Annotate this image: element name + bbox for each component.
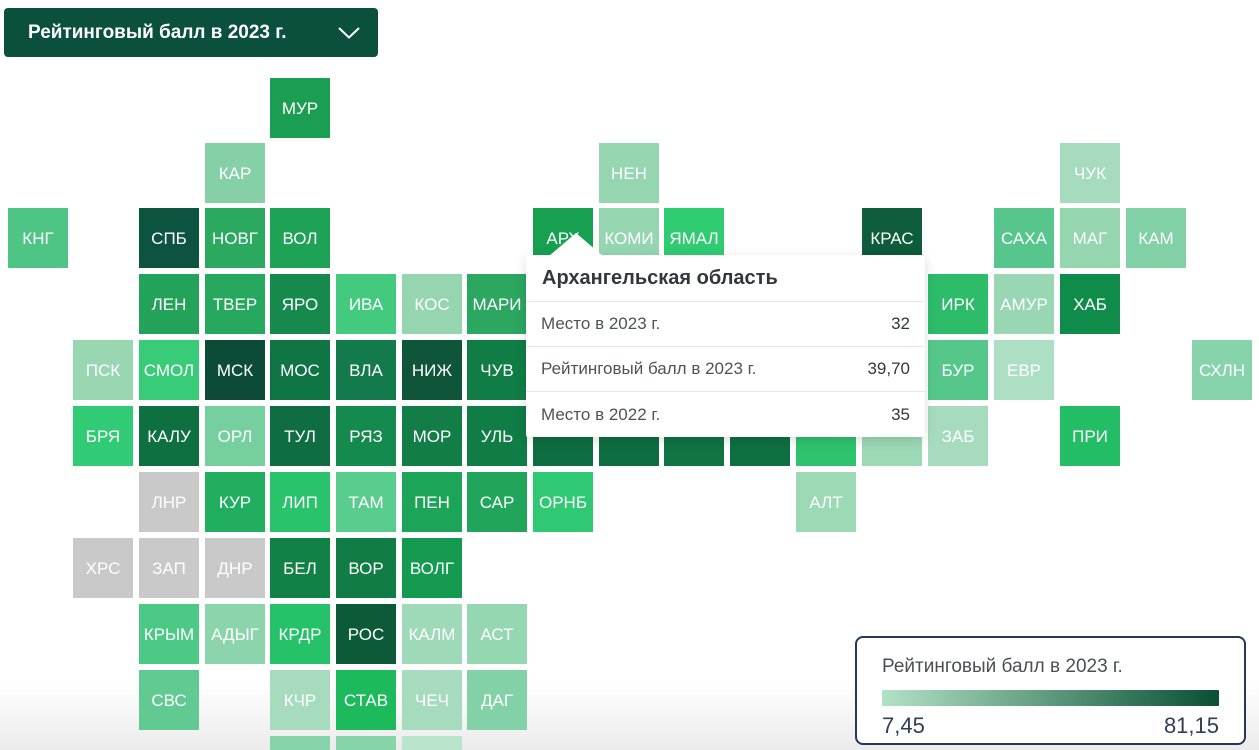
legend-max-value: 81,15 [1163, 713, 1219, 738]
region-tile-схлн[interactable]: СХЛН [1192, 340, 1252, 400]
region-tile-пен[interactable]: ПЕН [402, 472, 462, 532]
region-tile-заб[interactable]: ЗАБ [928, 406, 988, 466]
region-tile-крым[interactable]: КРЫМ [139, 604, 199, 664]
region-tile-вла[interactable]: ВЛА [336, 340, 396, 400]
region-tile-став[interactable]: СТАВ [336, 670, 396, 730]
region-tile-кчр[interactable]: КЧР [270, 670, 330, 730]
region-tile-кам[interactable]: КАМ [1126, 208, 1186, 268]
region-tile-зап[interactable]: ЗАП [139, 538, 199, 598]
region-tile-сар[interactable]: САР [467, 472, 527, 532]
region-tile-хаб[interactable]: ХАБ [1060, 274, 1120, 334]
region-tile-чув[interactable]: ЧУВ [467, 340, 527, 400]
region-tile-кур[interactable]: КУР [205, 472, 265, 532]
region-tile-чук[interactable]: ЧУК [1060, 143, 1120, 203]
region-tile-вол[interactable]: ВОЛ [270, 208, 330, 268]
region-tile-бел[interactable]: БЕЛ [270, 538, 330, 598]
region-tile-даг[interactable]: ДАГ [467, 670, 527, 730]
tooltip-row-value: 32 [891, 314, 910, 333]
region-tile-орнб[interactable]: ОРНБ [533, 472, 593, 532]
metric-dropdown-label: Рейтинговый балл в 2023 г. [28, 21, 287, 43]
tooltip-row-place-2023: Место в 2023 г. 32 [526, 302, 925, 347]
region-tile-чеч[interactable]: ЧЕЧ [402, 670, 462, 730]
region-tile-волг[interactable]: ВОЛГ [402, 538, 462, 598]
region-tile-рос[interactable]: РОС [336, 604, 396, 664]
legend-card: Рейтинговый балл в 2023 г. 7,45 81,15 [855, 636, 1246, 745]
region-tooltip: Архангельская область Место в 2023 г. 32… [526, 233, 925, 437]
region-tile-калм[interactable]: КАЛМ [402, 604, 462, 664]
region-tile-хрс[interactable]: ХРС [73, 538, 133, 598]
tooltip-row-label: Рейтинговый балл в 2023 г. [541, 359, 757, 378]
tooltip-region-name: Архангельская область [526, 255, 925, 302]
region-tile-аст[interactable]: АСТ [467, 604, 527, 664]
region-tile-кар[interactable]: КАР [205, 143, 265, 203]
region-tile-ива[interactable]: ИВА [336, 274, 396, 334]
region-tile-ниж[interactable]: НИЖ [402, 340, 462, 400]
region-tile-калу[interactable]: КАЛУ [139, 406, 199, 466]
region-tile-крдр[interactable]: КРДР [270, 604, 330, 664]
region-tile-бур[interactable]: БУР [928, 340, 988, 400]
region-tile-алт[interactable]: АЛТ [796, 472, 856, 532]
region-tile-там[interactable]: ТАМ [336, 472, 396, 532]
tooltip-row-label: Место в 2023 г. [541, 314, 661, 333]
region-tile-мск[interactable]: МСК [205, 340, 265, 400]
region-tile-лен[interactable]: ЛЕН [139, 274, 199, 334]
region-tile-орл[interactable]: ОРЛ [205, 406, 265, 466]
tooltip-row-score-2023: Рейтинговый балл в 2023 г. 39,70 [526, 347, 925, 392]
region-tile-пск[interactable]: ПСК [73, 340, 133, 400]
region-tile-при[interactable]: ПРИ [1060, 406, 1120, 466]
legend-gradient-bar [882, 690, 1219, 706]
region-tile-лип[interactable]: ЛИП [270, 472, 330, 532]
region-tile-саха[interactable]: САХА [994, 208, 1054, 268]
tooltip-row-place-2022: Место в 2022 г. 35 [526, 392, 925, 437]
region-tile-свс[interactable]: СВС [139, 670, 199, 730]
legend-scale: 7,45 81,15 [882, 713, 1219, 739]
legend-min-value: 7,45 [882, 713, 925, 738]
region-tile-днр[interactable]: ДНР [205, 538, 265, 598]
region-tile-ряз[interactable]: РЯЗ [336, 406, 396, 466]
region-tile-мор[interactable]: МОР [402, 406, 462, 466]
region-tile[interactable] [402, 736, 462, 750]
region-tile-бря[interactable]: БРЯ [73, 406, 133, 466]
region-tile-мари[interactable]: МАРИ [467, 274, 527, 334]
chevron-down-icon [338, 26, 360, 39]
region-tile-яро[interactable]: ЯРО [270, 274, 330, 334]
legend-title: Рейтинговый балл в 2023 г. [882, 656, 1123, 677]
tooltip-row-label: Место в 2022 г. [541, 404, 661, 424]
region-tile-нен[interactable]: НЕН [599, 143, 659, 203]
tooltip-arrow [549, 233, 603, 256]
region-tile-вор[interactable]: ВОР [336, 538, 396, 598]
region-tile-амур[interactable]: АМУР [994, 274, 1054, 334]
region-tile-ирк[interactable]: ИРК [928, 274, 988, 334]
region-tile-уль[interactable]: УЛЬ [467, 406, 527, 466]
region-tile-тул[interactable]: ТУЛ [270, 406, 330, 466]
region-tile-мур[interactable]: МУР [270, 78, 330, 138]
region-tile-маг[interactable]: МАГ [1060, 208, 1120, 268]
tooltip-row-value: 39,70 [867, 359, 910, 378]
region-tile[interactable] [336, 736, 396, 750]
region-tile-лнр[interactable]: ЛНР [139, 472, 199, 532]
region-tile-евр[interactable]: ЕВР [994, 340, 1054, 400]
region-tile-спб[interactable]: СПБ [139, 208, 199, 268]
tooltip-row-value: 35 [891, 404, 910, 424]
region-tile-новг[interactable]: НОВГ [205, 208, 265, 268]
region-tile-кнг[interactable]: КНГ [8, 208, 68, 268]
region-tile-кос[interactable]: КОС [402, 274, 462, 334]
region-tile-смол[interactable]: СМОЛ [139, 340, 199, 400]
region-tile[interactable] [270, 736, 330, 750]
metric-dropdown[interactable]: Рейтинговый балл в 2023 г. [4, 8, 378, 57]
region-tile-твер[interactable]: ТВЕР [205, 274, 265, 334]
region-tile-мос[interactable]: МОС [270, 340, 330, 400]
region-tile-адыг[interactable]: АДЫГ [205, 604, 265, 664]
